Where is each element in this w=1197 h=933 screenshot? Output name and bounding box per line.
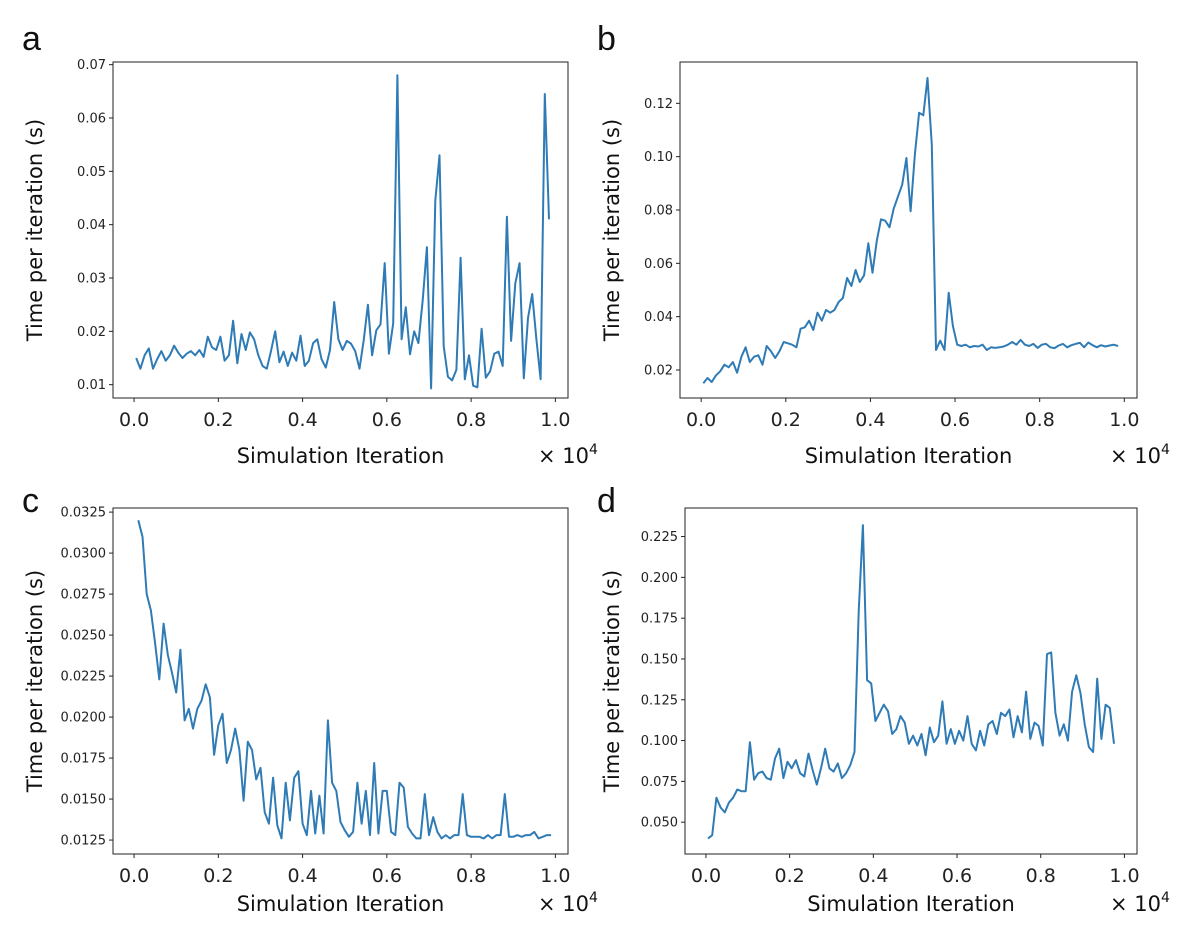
panel-label-c: c <box>22 482 39 520</box>
panel-label-a: a <box>22 20 41 58</box>
y-tick-label-c: 0.0225 <box>61 670 107 685</box>
y-axis-title-d: Time per iteration (s) <box>600 570 624 793</box>
y-axis-title-a: Time per iteration (s) <box>23 119 47 342</box>
x-tick-label-a: 0.8 <box>456 409 486 431</box>
y-tick-label-d: 0.175 <box>641 612 678 627</box>
x-tick-label-b: 1.0 <box>1109 409 1139 431</box>
plot-frame-d <box>684 507 1138 855</box>
x-tick-label-d: 1.0 <box>1109 865 1139 887</box>
y-tick-label-d: 0.050 <box>641 816 678 831</box>
plot-frame-c <box>112 507 569 855</box>
x-tick-label-a: 0.6 <box>372 409 402 431</box>
y-axis-title-c: Time per iteration (s) <box>23 570 47 793</box>
x-axis-multiplier-c: × 104 <box>538 890 598 916</box>
x-tick-label-c: 0.0 <box>119 865 149 887</box>
y-tick-label-c: 0.0300 <box>61 547 107 562</box>
x-tick-label-d: 0.4 <box>858 865 888 887</box>
y-tick-label-c: 0.0250 <box>61 629 107 644</box>
y-tick-label-b: 0.10 <box>644 150 673 165</box>
x-tick-label-b: 0.4 <box>855 409 885 431</box>
x-tick-label-c: 0.6 <box>372 865 402 887</box>
y-tick-label-a: 0.04 <box>77 218 106 233</box>
y-tick-label-d: 0.125 <box>641 693 678 708</box>
y-tick-label-d: 0.100 <box>641 734 678 749</box>
x-tick-label-a: 1.0 <box>540 409 570 431</box>
x-tick-label-a: 0.2 <box>203 409 233 431</box>
y-tick-label-c: 0.0275 <box>61 588 107 603</box>
y-tick-label-c: 0.0325 <box>61 506 107 521</box>
x-axis-multiplier-d: × 104 <box>1110 890 1170 916</box>
chart-panel-a: 0.01 0.02 0.03 0.04 0.05 0.06 0.07 0.0 0.2 0.4 0.6… <box>23 58 598 468</box>
x-tick-label-d: 0.2 <box>775 865 805 887</box>
chart-panel-c: 0.0125 0.0150 0.0175 0.0200 0.0225 0.0250 0.02… <box>23 506 598 916</box>
y-tick-label-a: 0.07 <box>77 58 106 73</box>
y-tick-label-c: 0.0200 <box>61 711 107 726</box>
x-tick-label-c: 0.4 <box>287 865 317 887</box>
panel-label-d: d <box>597 482 616 520</box>
x-tick-label-b: 0.8 <box>1025 409 1055 431</box>
y-tick-label-c: 0.0150 <box>61 793 107 808</box>
y-tick-label-c: 0.0175 <box>61 752 107 767</box>
x-tick-label-b: 0.2 <box>771 409 801 431</box>
x-tick-label-c: 0.2 <box>203 865 233 887</box>
x-tick-label-b: 0.6 <box>940 409 970 431</box>
y-tick-label-b: 0.12 <box>644 97 673 112</box>
series-line-a <box>135 74 550 390</box>
chart-panel-d: 0.050 0.075 0.100 0.125 0.150 0.175 0.200 0.225… <box>600 507 1170 916</box>
x-axis-multiplier-a: × 104 <box>538 442 598 468</box>
y-tick-label-d: 0.200 <box>641 571 678 586</box>
plot-frame-b <box>679 61 1138 399</box>
x-axis-multiplier-b: × 104 <box>1110 442 1170 468</box>
y-tick-label-a: 0.06 <box>77 112 106 127</box>
x-tick-label-c: 0.8 <box>456 865 486 887</box>
y-tick-label-b: 0.02 <box>644 364 673 379</box>
y-axis-title-b: Time per iteration (s) <box>600 119 624 342</box>
plot-frame-a <box>112 61 569 399</box>
x-tick-label-b: 0.0 <box>686 409 716 431</box>
y-tick-label-c: 0.0125 <box>61 834 107 849</box>
y-tick-label-d: 0.150 <box>641 652 678 667</box>
x-tick-label-a: 0.0 <box>119 409 149 431</box>
y-tick-label-b: 0.06 <box>644 257 673 272</box>
y-tick-label-a: 0.05 <box>77 165 106 180</box>
y-tick-label-a: 0.01 <box>77 378 106 393</box>
y-tick-label-b: 0.04 <box>644 310 673 325</box>
y-tick-label-d: 0.075 <box>641 775 678 790</box>
series-line-d <box>707 524 1115 840</box>
panel-label-b: b <box>597 20 616 58</box>
y-tick-label-a: 0.03 <box>77 272 106 287</box>
x-tick-label-a: 0.4 <box>287 409 317 431</box>
series-line-c <box>137 520 552 840</box>
y-tick-label-b: 0.08 <box>644 204 673 219</box>
y-tick-label-a: 0.02 <box>77 325 106 340</box>
y-tick-label-d: 0.225 <box>641 530 678 545</box>
x-tick-label-d: 0.8 <box>1026 865 1056 887</box>
x-axis-title-b: Simulation Iteration <box>805 444 1013 468</box>
x-tick-label-d: 0.6 <box>942 865 972 887</box>
x-axis-title-a: Simulation Iteration <box>237 444 445 468</box>
x-axis-title-d: Simulation Iteration <box>807 892 1015 916</box>
x-axis-title-c: Simulation Iteration <box>237 892 445 916</box>
x-tick-label-d: 0.0 <box>691 865 721 887</box>
chart-panel-b: 0.02 0.04 0.06 0.08 0.10 0.12 0.0 0.2 0.4 0.6 0.8 1… <box>600 61 1170 468</box>
series-line-b <box>702 77 1119 384</box>
x-tick-label-c: 1.0 <box>540 865 570 887</box>
